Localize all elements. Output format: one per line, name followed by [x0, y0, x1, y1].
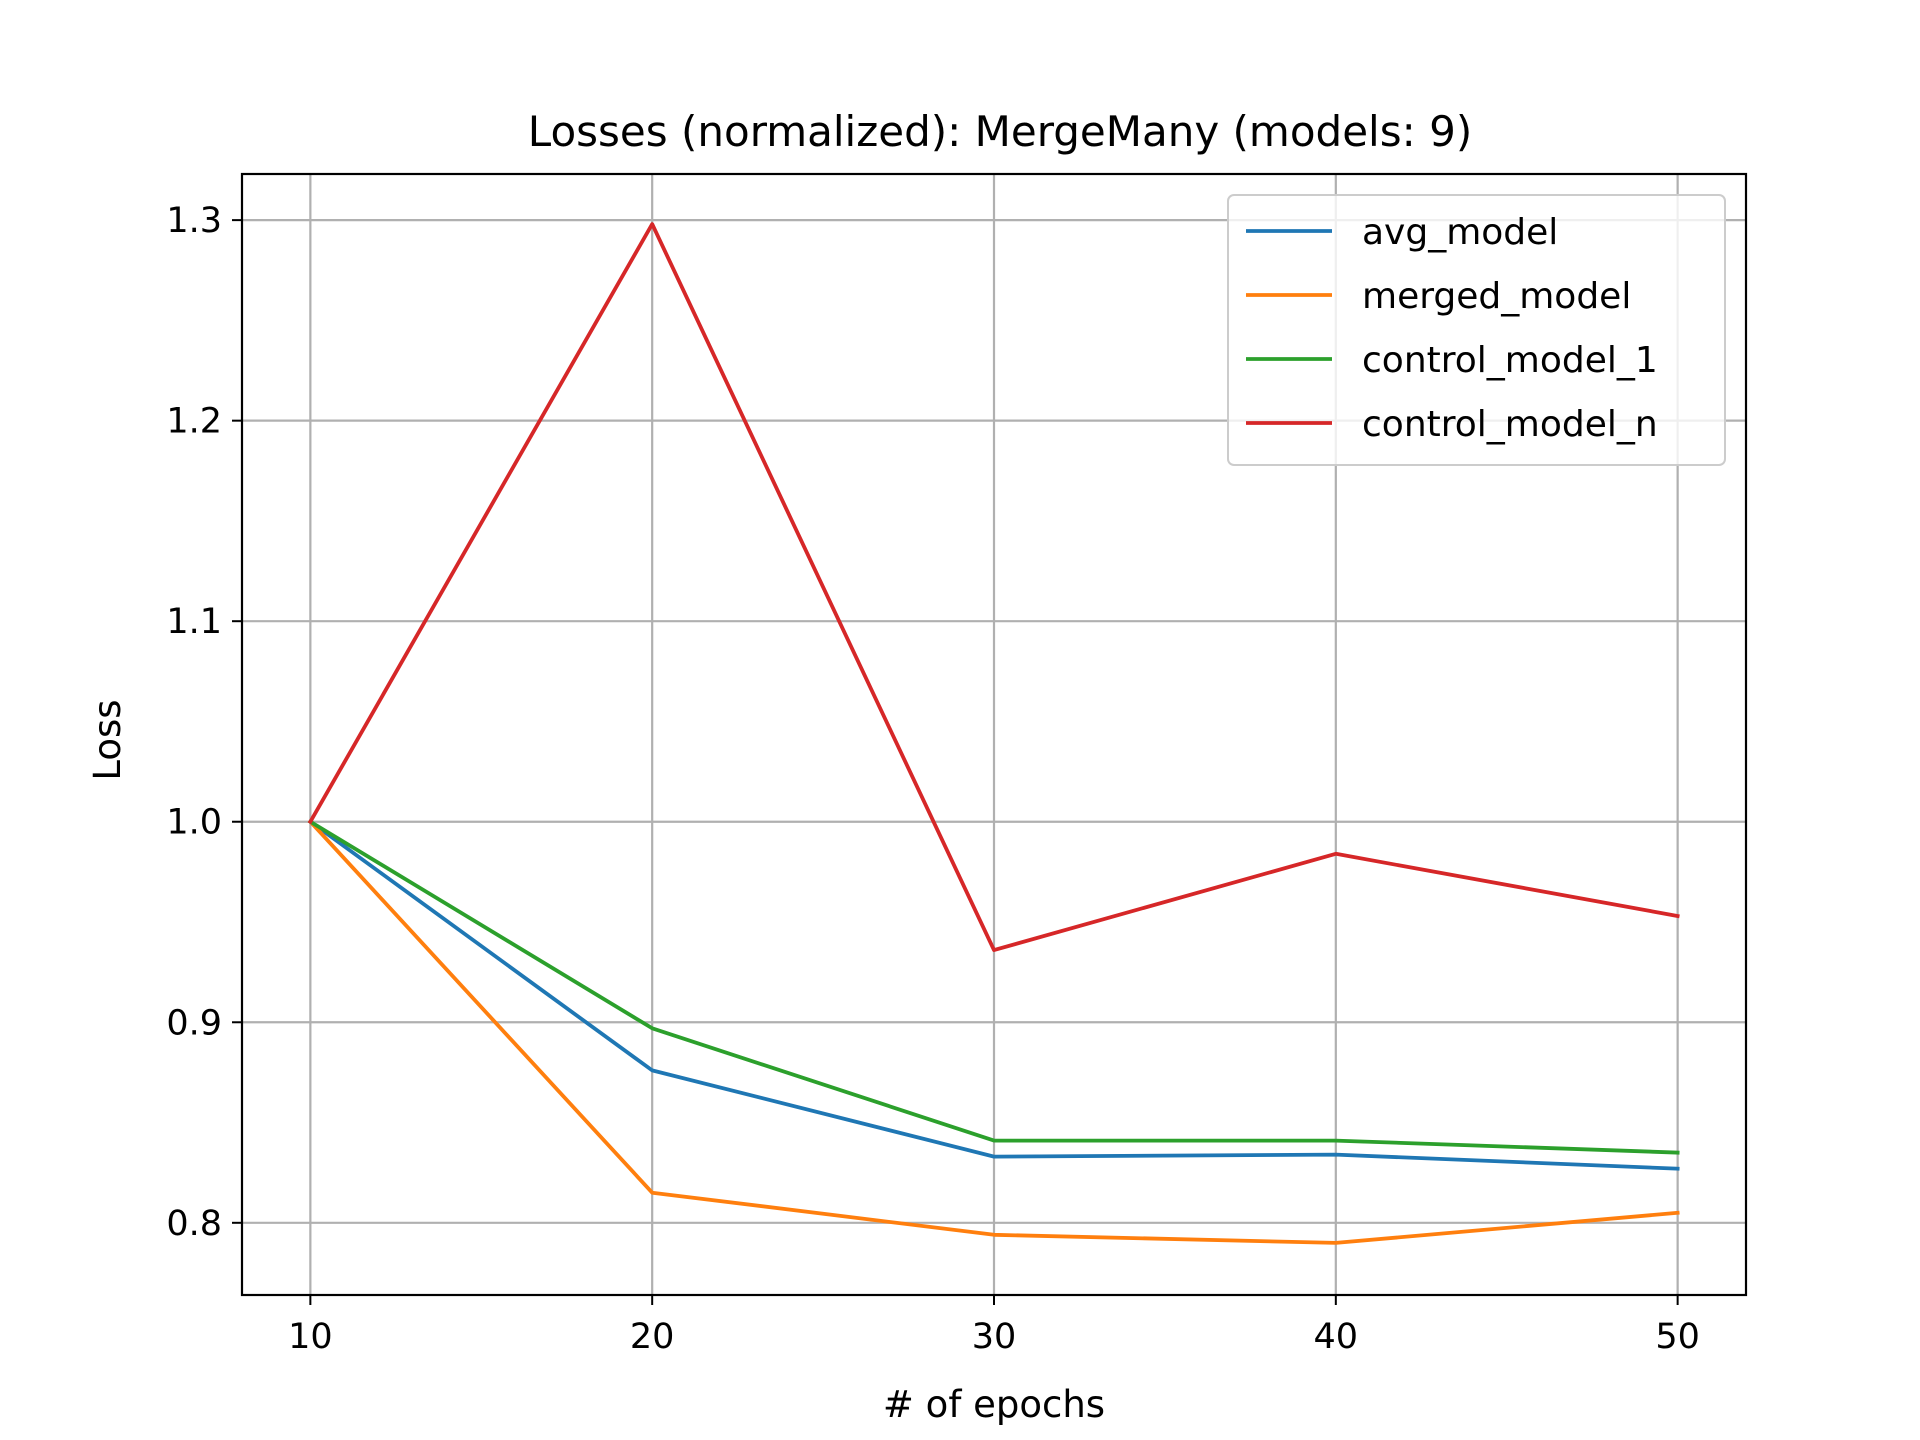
- series-lines: [307, 222, 1680, 1245]
- y-axis-label: Loss: [86, 699, 129, 780]
- series-line-control-model-n: [307, 222, 1680, 952]
- legend-box: [1227, 194, 1726, 466]
- legend-label: control_model_1: [1362, 340, 1658, 381]
- series-line-avg-model: [307, 819, 1680, 1171]
- y-tick-label: 1.0: [166, 803, 222, 843]
- axis-ticks: 10 20 30 40 50 0.8 0.9 1.0 1.1 1.2 1.3: [166, 201, 1700, 1357]
- legend-label: merged_model: [1362, 276, 1631, 317]
- x-tick-label: 50: [1655, 1317, 1700, 1357]
- y-tick-label: 0.8: [166, 1204, 222, 1244]
- x-tick-label: 30: [972, 1317, 1017, 1357]
- chart-title: Losses (normalized): MergeMany (models: …: [528, 107, 1472, 156]
- x-tick-label: 20: [630, 1317, 675, 1357]
- x-tick-label: 40: [1314, 1317, 1359, 1357]
- legend-label: avg_model: [1362, 212, 1558, 253]
- legend: avg_model merged_model control_model_1cont…: [1227, 194, 1726, 466]
- legend-label: control_model_n: [1362, 404, 1658, 445]
- y-tick-label: 0.9: [166, 1003, 222, 1043]
- x-axis-label: # of epochs: [883, 1383, 1105, 1426]
- y-tick-label: 1.1: [166, 602, 222, 642]
- series-line-control-model-1: [307, 819, 1680, 1155]
- y-tick-label: 1.2: [166, 402, 222, 442]
- y-tick-label: 1.3: [166, 201, 222, 241]
- series-line-merged-model: [307, 819, 1680, 1245]
- x-tick-label: 10: [288, 1317, 333, 1357]
